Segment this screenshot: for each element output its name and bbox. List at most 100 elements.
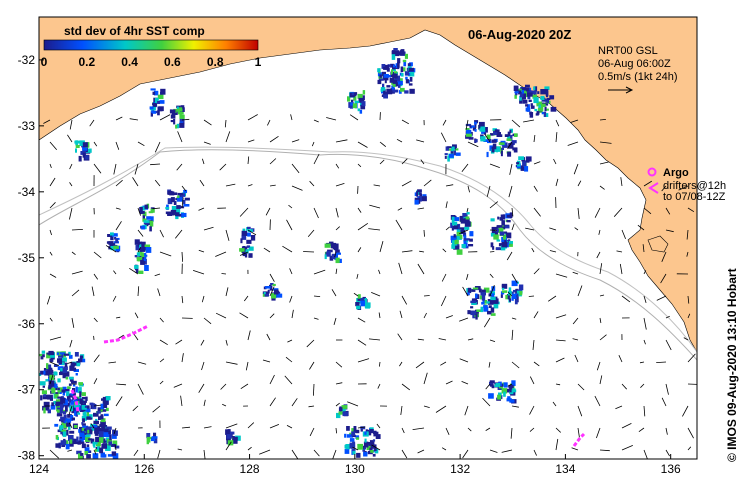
sst-pixel <box>503 231 508 234</box>
sst-pixel <box>139 244 142 249</box>
sst-pixel <box>110 235 114 241</box>
sst-pixel <box>57 387 63 393</box>
sst-pixel <box>107 439 112 443</box>
sst-pixel <box>506 220 511 223</box>
sst-pixel <box>64 362 68 367</box>
sst-pixel <box>176 106 179 111</box>
sst-pixel <box>360 104 366 110</box>
current-vector <box>440 361 447 366</box>
sst-pixel <box>456 229 462 234</box>
current-vector <box>285 356 293 363</box>
sst-pixel <box>85 437 91 442</box>
current-vector <box>489 273 494 279</box>
current-vector <box>661 397 667 407</box>
sst-pixel <box>464 217 470 223</box>
sst-pixel <box>99 424 104 428</box>
sst-pixel <box>108 429 111 435</box>
current-vector <box>417 449 425 454</box>
current-vector <box>313 449 320 457</box>
current-vector <box>247 184 253 187</box>
current-vector <box>49 202 56 209</box>
current-vector <box>49 273 57 278</box>
sst-pixel <box>64 440 69 446</box>
sst-pixel <box>469 231 474 237</box>
current-vector <box>267 119 271 126</box>
current-vector <box>198 207 205 211</box>
sst-pixel <box>182 199 185 204</box>
sst-pixel <box>419 193 422 197</box>
current-vector <box>555 273 568 278</box>
current-vector <box>397 207 403 211</box>
current-vector <box>643 270 647 275</box>
current-vector <box>115 316 121 319</box>
current-vector <box>159 358 165 363</box>
sst-pixel <box>404 71 409 76</box>
sst-pixel <box>508 143 514 149</box>
sst-pixel <box>453 225 459 230</box>
current-vector <box>678 185 689 191</box>
sst-pixel <box>324 243 331 248</box>
sst-pixel <box>472 313 476 319</box>
sst-pixel <box>246 245 251 248</box>
current-vector <box>511 361 520 369</box>
sst-pixel <box>408 67 414 72</box>
sst-pixel <box>386 67 390 72</box>
sst-pixel <box>355 429 360 434</box>
sst-pixel <box>43 407 46 414</box>
current-vector <box>159 339 168 346</box>
sst-pixel <box>63 411 67 415</box>
sst-pixel <box>44 370 49 376</box>
sst-pixel <box>550 106 557 112</box>
current-vector <box>225 423 238 429</box>
current-vector <box>401 295 408 305</box>
sst-pixel <box>451 244 458 249</box>
sst-pixel <box>498 142 505 145</box>
sst-pixel <box>47 394 53 400</box>
current-vector <box>465 119 469 130</box>
lon-tick-label: 130 <box>345 462 365 476</box>
sst-pixel <box>464 221 471 227</box>
sst-pixel <box>499 231 505 236</box>
sst-pixel <box>242 249 248 254</box>
sst-pixel <box>57 429 64 433</box>
current-vector <box>529 427 535 432</box>
sst-pixel <box>157 106 163 112</box>
sst-pixel <box>513 147 518 153</box>
sst-pixel <box>144 244 151 248</box>
sst-pixel <box>153 432 157 437</box>
current-vector <box>91 286 95 297</box>
sst-pixel <box>544 86 550 90</box>
sst-pixel <box>508 384 514 388</box>
current-vector <box>656 361 667 363</box>
current-vector <box>686 229 689 240</box>
sst-pixel <box>74 352 79 357</box>
sst-pixel <box>402 67 406 72</box>
sst-pixel <box>39 381 46 386</box>
current-vector <box>266 333 271 341</box>
lon-tick-label: 134 <box>555 462 575 476</box>
sst-pixel <box>108 241 114 245</box>
current-vector <box>417 207 425 210</box>
current-vector <box>247 330 251 341</box>
sst-pixel <box>456 249 463 255</box>
current-vector <box>203 141 211 145</box>
sst-pixel <box>453 217 460 222</box>
current-vector <box>313 153 320 165</box>
sst-pixel <box>71 380 77 384</box>
current-vector <box>567 141 579 146</box>
sst-pixel <box>139 207 143 213</box>
sst-pixel <box>508 291 512 296</box>
current-vector <box>369 204 381 209</box>
sst-pixel <box>486 134 491 140</box>
current-scale: 0.5m/s (1kt 24h) <box>598 71 677 83</box>
sst-pixel <box>69 393 76 396</box>
sst-pixel <box>506 232 512 239</box>
sst-pixel <box>533 86 536 91</box>
sst-pixel <box>383 89 386 95</box>
sst-pixel <box>397 62 400 68</box>
sst-pixel <box>483 132 487 135</box>
sst-pixel <box>501 283 508 289</box>
sst-pixel <box>242 228 246 232</box>
current-vector <box>239 312 249 319</box>
current-vector <box>525 227 535 231</box>
